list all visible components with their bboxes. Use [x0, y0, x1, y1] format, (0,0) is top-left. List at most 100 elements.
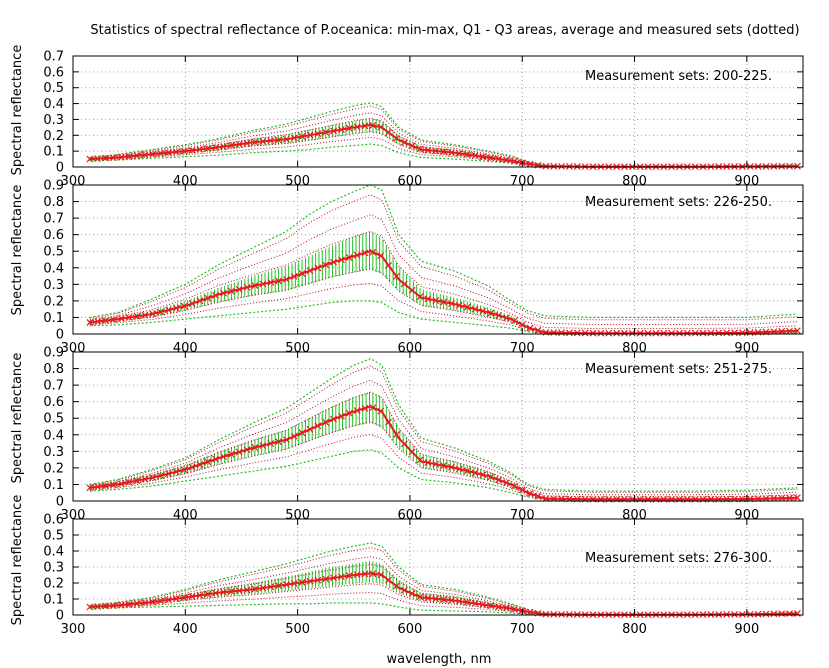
- average-marker: [408, 286, 416, 294]
- y-tick-label: 0: [56, 609, 64, 624]
- average-marker: [275, 582, 282, 590]
- average-marker: [385, 576, 393, 584]
- average-marker: [282, 581, 290, 589]
- series-min: [89, 449, 798, 501]
- measured-set-line: [89, 282, 798, 334]
- y-tick-label: 0.5: [43, 81, 64, 96]
- average-marker: [86, 155, 94, 163]
- average-marker: [510, 482, 518, 490]
- average-marker: [180, 147, 188, 155]
- average-marker: [793, 327, 801, 335]
- average-marker: [440, 596, 448, 603]
- y-tick-label: 0.7: [43, 212, 64, 227]
- measurement-sets-annotation: Measurement sets: 200-225.: [585, 69, 772, 84]
- measurement-sets-annotation: Measurement sets: 276-300.: [585, 551, 772, 566]
- average-marker: [361, 249, 369, 257]
- average-marker: [196, 297, 204, 305]
- average-marker: [267, 279, 275, 286]
- average-marker: [204, 145, 212, 152]
- average-marker: [102, 602, 109, 610]
- y-tick-label: 0.2: [43, 461, 64, 476]
- average-marker: [298, 270, 306, 277]
- panel-frame: [72, 55, 804, 168]
- average-marker: [746, 610, 754, 618]
- average-marker: [172, 595, 180, 603]
- average-marker: [94, 603, 102, 610]
- average-marker: [306, 425, 314, 433]
- average-marker: [495, 312, 503, 319]
- average-marker: [393, 134, 400, 142]
- average-marker: [94, 155, 102, 163]
- average-marker: [172, 304, 180, 312]
- y-tick-label: 0.3: [43, 278, 64, 293]
- average-marker: [86, 318, 94, 326]
- average-marker: [337, 412, 345, 420]
- y-tick-label: 0.6: [43, 65, 64, 80]
- x-tick-label: 500: [285, 622, 310, 637]
- average-marker: [149, 310, 157, 318]
- average-marker: [644, 329, 652, 337]
- average-marker: [416, 145, 424, 153]
- average-marker: [526, 490, 534, 497]
- average-marker: [361, 570, 369, 578]
- y-tick-label: 0.1: [43, 593, 64, 608]
- average-marker: [565, 163, 573, 170]
- average-marker: [432, 595, 440, 603]
- average-marker: [188, 146, 196, 154]
- y-axis-label: Spectral reflectance: [10, 495, 25, 626]
- average-marker: [110, 316, 117, 324]
- average-marker: [731, 611, 738, 618]
- average-marker: [353, 251, 361, 259]
- average-marker: [778, 327, 786, 335]
- y-tick-label: 0.5: [43, 245, 64, 260]
- series-max: [89, 542, 798, 615]
- average-marker: [188, 593, 196, 600]
- measured-set-line: [89, 391, 798, 498]
- average-marker: [377, 571, 385, 579]
- average-marker: [581, 329, 589, 337]
- average-marker: [495, 476, 503, 484]
- average-marker: [503, 314, 510, 322]
- y-tick-label: 0.7: [43, 379, 64, 394]
- average-marker: [770, 610, 778, 618]
- average-marker: [125, 600, 133, 608]
- average-marker: [243, 446, 251, 454]
- average-marker: [251, 585, 259, 593]
- average-marker: [290, 134, 298, 142]
- measured-set-line: [89, 194, 798, 321]
- average-marker: [558, 329, 565, 337]
- average-marker: [110, 602, 117, 610]
- average-marker: [676, 329, 683, 337]
- average-marker: [353, 407, 361, 415]
- average-marker: [691, 329, 699, 337]
- average-marker: [235, 285, 243, 293]
- average-marker: [683, 329, 691, 337]
- y-tick-label: 0.5: [43, 529, 64, 544]
- average-marker: [424, 594, 432, 602]
- average-marker: [786, 327, 793, 335]
- average-marker: [188, 463, 196, 471]
- average-marker: [558, 162, 565, 170]
- average-marker: [267, 440, 275, 448]
- average-marker: [369, 248, 377, 256]
- average-marker: [463, 467, 471, 475]
- average-marker: [400, 586, 408, 594]
- average-marker: [125, 478, 133, 486]
- y-tick-label: 0.4: [43, 545, 64, 560]
- average-marker: [558, 610, 565, 618]
- average-marker: [204, 294, 212, 302]
- average-marker: [330, 415, 337, 423]
- average-marker: [157, 597, 165, 605]
- average-marker: [330, 258, 337, 266]
- average-marker: [165, 149, 172, 157]
- average-marker: [141, 599, 149, 607]
- average-marker: [393, 272, 400, 280]
- average-marker: [503, 479, 510, 487]
- average-marker: [416, 293, 424, 301]
- average-marker: [172, 468, 180, 476]
- y-tick-label: 0.1: [43, 478, 64, 493]
- average-marker: [400, 138, 408, 146]
- average-marker: [503, 156, 510, 164]
- average-marker: [786, 162, 793, 170]
